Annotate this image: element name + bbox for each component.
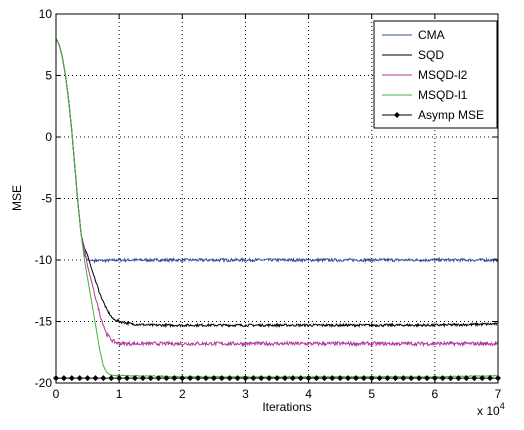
x-multiplier-base: x 10 bbox=[477, 404, 500, 418]
series-marker-asymp-mse bbox=[171, 375, 178, 382]
series-marker-asymp-mse bbox=[423, 375, 430, 382]
x-tick-label: 3 bbox=[242, 387, 249, 401]
series-marker-asymp-mse bbox=[274, 375, 280, 382]
series-marker-asymp-mse bbox=[108, 375, 115, 382]
series-marker-asymp-mse bbox=[195, 375, 202, 382]
x-tick-label: 7 bbox=[495, 387, 502, 401]
legend-marker-asymp-mse bbox=[394, 112, 400, 118]
series-marker-asymp-mse bbox=[124, 375, 131, 382]
series-marker-asymp-mse bbox=[281, 375, 288, 382]
legend-label-cma: CMA bbox=[418, 28, 445, 42]
series-marker-asymp-mse bbox=[313, 375, 320, 382]
x-multiplier-exponent: 4 bbox=[500, 401, 505, 411]
series-marker-asymp-mse bbox=[163, 375, 170, 382]
x-tick-label: 6 bbox=[432, 387, 439, 401]
tick-labels: 0 1 2 3 4 5 6 7 10 5 0 -5 -10 -15 -20 bbox=[35, 7, 502, 401]
x-tick-label: 0 bbox=[53, 387, 60, 401]
series-marker-asymp-mse bbox=[76, 375, 83, 382]
x-tick-label: 4 bbox=[305, 387, 312, 401]
series-marker-asymp-mse bbox=[187, 375, 194, 382]
legend-label-msqd-l1: MSQD-l1 bbox=[418, 88, 468, 102]
series-marker-asymp-mse bbox=[139, 375, 146, 382]
series-marker-asymp-mse bbox=[345, 375, 352, 382]
series-marker-asymp-mse bbox=[447, 375, 454, 382]
series-marker-asymp-mse bbox=[392, 375, 399, 382]
x-multiplier: x 104 bbox=[477, 401, 505, 418]
legend-label-msqd-l2: MSQD-l2 bbox=[418, 68, 468, 82]
series-marker-asymp-mse bbox=[68, 375, 75, 382]
series-marker-asymp-mse bbox=[439, 375, 446, 382]
series-marker-asymp-mse bbox=[250, 375, 257, 382]
series-marker-asymp-mse bbox=[455, 375, 462, 382]
series-marker-asymp-mse bbox=[360, 375, 367, 382]
series-marker-asymp-mse bbox=[471, 375, 478, 382]
series-marker-asymp-mse bbox=[487, 375, 494, 382]
series-marker-asymp-mse bbox=[416, 375, 423, 382]
y-tick-label: -20 bbox=[35, 376, 53, 390]
series-marker-asymp-mse bbox=[408, 375, 415, 382]
y-axis-label: MSE bbox=[10, 185, 24, 211]
y-tick-label: 5 bbox=[45, 69, 52, 83]
series-marker-asymp-mse bbox=[92, 375, 99, 382]
y-tick-label: -10 bbox=[35, 253, 53, 267]
series-marker-asymp-mse bbox=[84, 375, 91, 382]
series-marker-asymp-mse bbox=[226, 375, 233, 382]
series-line-cma bbox=[55, 38, 499, 264]
series-marker-asymp-mse bbox=[321, 375, 328, 382]
y-tick-label: -5 bbox=[41, 192, 52, 206]
plot-frame bbox=[55, 13, 499, 384]
x-axis-label: Iterations bbox=[262, 400, 311, 414]
series-marker-asymp-mse bbox=[234, 375, 241, 382]
legend-label-asymp-mse: Asymp MSE bbox=[418, 108, 484, 122]
series-marker-asymp-mse bbox=[479, 375, 486, 382]
legend: CMA SQD MSQD-l2 MSQD-l1 Asymp MSE bbox=[373, 20, 498, 129]
series-line-sqd bbox=[55, 38, 499, 329]
y-tick-label: 0 bbox=[45, 130, 52, 144]
series-marker-asymp-mse bbox=[131, 375, 138, 382]
series-marker-asymp-mse bbox=[352, 375, 359, 382]
series-marker-asymp-mse bbox=[266, 375, 273, 382]
series-marker-asymp-mse bbox=[463, 375, 470, 382]
series-marker-asymp-mse bbox=[329, 375, 336, 382]
y-tick-label: 10 bbox=[39, 7, 53, 21]
x-tick-label: 2 bbox=[179, 387, 186, 401]
series-marker-asymp-mse bbox=[337, 375, 344, 382]
legend-label-sqd: SQD bbox=[418, 48, 444, 62]
series-marker-asymp-mse bbox=[210, 375, 217, 382]
series-marker-asymp-mse bbox=[384, 375, 391, 382]
series-marker-asymp-mse bbox=[297, 375, 304, 382]
series-line-msqd-l2 bbox=[55, 38, 499, 348]
x-tick-label: 5 bbox=[368, 387, 375, 401]
series-marker-asymp-mse bbox=[400, 375, 407, 382]
series-marker-asymp-mse bbox=[289, 375, 296, 382]
series-marker-asymp-mse bbox=[376, 375, 383, 382]
series-marker-asymp-mse bbox=[258, 375, 265, 382]
series-marker-asymp-mse bbox=[202, 375, 209, 382]
series-marker-asymp-mse bbox=[147, 375, 154, 382]
x-tick-label: 1 bbox=[116, 387, 123, 401]
series-marker-asymp-mse bbox=[60, 375, 67, 382]
series-marker-asymp-mse bbox=[100, 375, 107, 382]
series-marker-asymp-mse bbox=[155, 375, 162, 382]
y-tick-label: -15 bbox=[35, 315, 53, 329]
series-marker-asymp-mse bbox=[218, 375, 225, 382]
